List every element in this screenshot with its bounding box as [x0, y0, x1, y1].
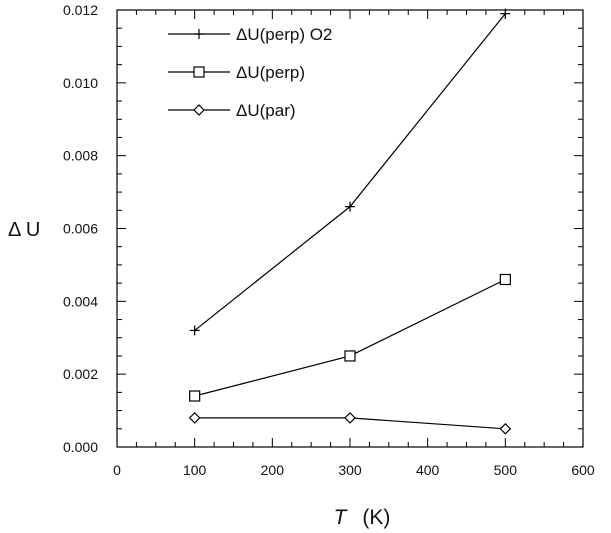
x-tick-label: 600	[571, 462, 595, 478]
x-tick-label: 200	[261, 462, 285, 478]
plot-frame	[116, 9, 584, 448]
y-tick-label: 0.000	[63, 439, 98, 455]
legend-entry: ΔU(par)	[168, 101, 296, 120]
x-tick-label: 400	[416, 462, 440, 478]
marker-square	[344, 350, 356, 362]
legend-label: ΔU(perp) O2	[236, 25, 332, 44]
series-line	[194, 13, 506, 331]
y-tick-label: 0.008	[63, 148, 98, 164]
x-tick-label: 500	[494, 462, 518, 478]
x-tick-label: 100	[183, 462, 207, 478]
marker-square	[189, 390, 201, 402]
marker-square	[193, 66, 205, 78]
marker-square	[499, 273, 511, 286]
axes: 0 100 200 300 400 500 600 0.000 0.002 0.004 0.006 0…	[63, 2, 595, 478]
x-tick-label: 300	[338, 462, 362, 478]
marker-diamond	[344, 412, 356, 424]
y-tick-label: 0.006	[63, 221, 98, 237]
y-tick-label: 0.004	[63, 293, 98, 309]
x-axis-label: T (K)	[334, 506, 391, 529]
marker-plus	[500, 8, 511, 19]
legend-label: ΔU(par)	[236, 101, 296, 120]
series-diamond	[188, 412, 512, 435]
x-axis-label-unit: (K)	[362, 506, 390, 529]
marker-plus	[189, 325, 200, 336]
x-axis-label-symbol: T	[334, 506, 349, 529]
series-group	[188, 8, 512, 435]
legend-entry: ΔU(perp)	[168, 63, 305, 82]
marker-diamond	[188, 412, 201, 424]
series-square	[189, 273, 511, 402]
marker-diamond	[499, 422, 512, 435]
legend-entry: ΔU(perp) O2	[168, 25, 332, 44]
y-tick-label: 0.002	[63, 366, 98, 382]
y-axis-label: Δ U	[8, 219, 40, 241]
y-tick-label: 0.012	[63, 2, 98, 18]
marker-plus	[194, 29, 204, 39]
x-tick-label: 0	[113, 462, 121, 478]
legend-label: ΔU(perp)	[236, 63, 305, 82]
legend: ΔU(perp) O2 ΔU(perp) ΔU(par)	[168, 25, 332, 120]
series-plus	[189, 8, 511, 336]
marker-diamond	[193, 104, 205, 116]
y-tick-label: 0.010	[63, 75, 98, 91]
series-line	[194, 278, 506, 397]
marker-plus	[345, 201, 355, 212]
